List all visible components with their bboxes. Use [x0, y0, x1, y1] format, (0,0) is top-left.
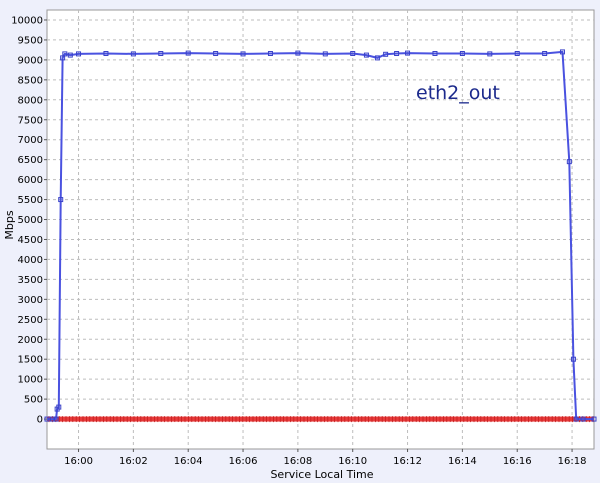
- series-eth2-out-point: [295, 50, 301, 56]
- x-tick-label: 16:12: [393, 456, 422, 467]
- y-axis-ticks: 0 500 1000 1500 2000 2500 3000 3500 4000 4500 5000…: [11, 15, 47, 426]
- y-tick-label: 8000: [18, 95, 43, 106]
- y-tick-label: 6500: [18, 155, 43, 166]
- series-eth2-out-point: [374, 55, 380, 61]
- series-eth2-out-point: [432, 51, 438, 57]
- x-tick-label: 16:10: [338, 456, 367, 467]
- y-tick-label: 3000: [18, 295, 43, 306]
- series-annotation-label: eth2_out: [416, 82, 500, 104]
- series-eth2-out-point: [322, 51, 328, 57]
- series-eth2-out-point: [591, 416, 597, 422]
- series-eth2-out-point: [56, 404, 62, 410]
- y-tick-label: 2000: [18, 335, 43, 346]
- y-tick-label: 1500: [18, 355, 43, 366]
- y-tick-label: 4500: [18, 235, 43, 246]
- x-tick-label: 16:14: [448, 456, 477, 467]
- x-tick-label: 16:04: [174, 456, 203, 467]
- series-eth2-out-point: [240, 51, 246, 57]
- series-baseline-line: [47, 416, 594, 422]
- series-eth2-out-point: [542, 51, 548, 57]
- series-eth2-out-point: [213, 51, 219, 57]
- series-eth2-out-point: [559, 49, 565, 55]
- y-tick-label: 0: [37, 415, 43, 426]
- series-eth2-out-point: [514, 51, 520, 57]
- y-tick-label: 1000: [18, 375, 43, 386]
- series-eth2-out-point: [62, 51, 68, 57]
- series-eth2-out-point: [103, 51, 109, 57]
- y-tick-label: 5000: [18, 215, 43, 226]
- x-axis-title: Service Local Time: [270, 468, 373, 481]
- y-tick-label: 7000: [18, 135, 43, 146]
- series-eth2-out-point: [185, 50, 191, 56]
- series-eth2-out-point: [405, 50, 411, 56]
- series-eth2-out-point: [44, 416, 50, 422]
- series-eth2-out-point: [363, 52, 369, 58]
- series-eth2-out-point: [394, 51, 400, 57]
- y-axis-title: Mbps: [3, 210, 16, 239]
- x-tick-label: 16:06: [229, 456, 258, 467]
- y-tick-label: 9500: [18, 35, 43, 46]
- series-eth2-out-point: [158, 51, 164, 57]
- y-tick-label: 2500: [18, 315, 43, 326]
- y-tick-label: 9000: [18, 55, 43, 66]
- series-layer: [44, 49, 597, 423]
- y-tick-label: 10000: [11, 15, 43, 26]
- y-tick-label: 500: [24, 395, 43, 406]
- series-eth2-out-point: [67, 52, 73, 58]
- x-tick-label: 16:00: [64, 456, 93, 467]
- series-eth2-out-line: [47, 50, 594, 421]
- series-eth2-out-point: [459, 51, 465, 57]
- y-tick-label: 6000: [18, 175, 43, 186]
- x-tick-label: 16:08: [283, 456, 312, 467]
- y-tick-label: 5500: [18, 195, 43, 206]
- series-eth2-out-point: [487, 51, 493, 57]
- series-eth2-out-point: [267, 51, 273, 57]
- series-eth2-out-point: [76, 51, 82, 57]
- y-tick-label: 4000: [18, 255, 43, 266]
- series-eth2-out-point: [570, 356, 576, 362]
- y-tick-label: 7500: [18, 115, 43, 126]
- x-tick-label: 16:18: [558, 456, 587, 467]
- series-eth2-out-point: [53, 416, 59, 422]
- x-axis-ticks: 16:00 16:02 16:04 16:06 16:08 16:10 16:12 16:14…: [64, 449, 586, 467]
- x-tick-label: 16:02: [119, 456, 148, 467]
- series-eth2-out-point: [130, 51, 136, 57]
- series-eth2-out-point: [566, 159, 572, 165]
- series-eth2-out-point: [580, 416, 586, 422]
- series-eth2-out-point: [573, 416, 579, 422]
- y-tick-label: 3500: [18, 275, 43, 286]
- x-tick-label: 16:16: [503, 456, 532, 467]
- plot-area: [46, 9, 595, 450]
- grid-lines: [47, 10, 594, 449]
- series-eth2-out-point: [350, 51, 356, 57]
- series-eth2-out-point: [383, 51, 389, 57]
- y-tick-label: 8500: [18, 75, 43, 86]
- series-eth2-out-point: [58, 197, 64, 203]
